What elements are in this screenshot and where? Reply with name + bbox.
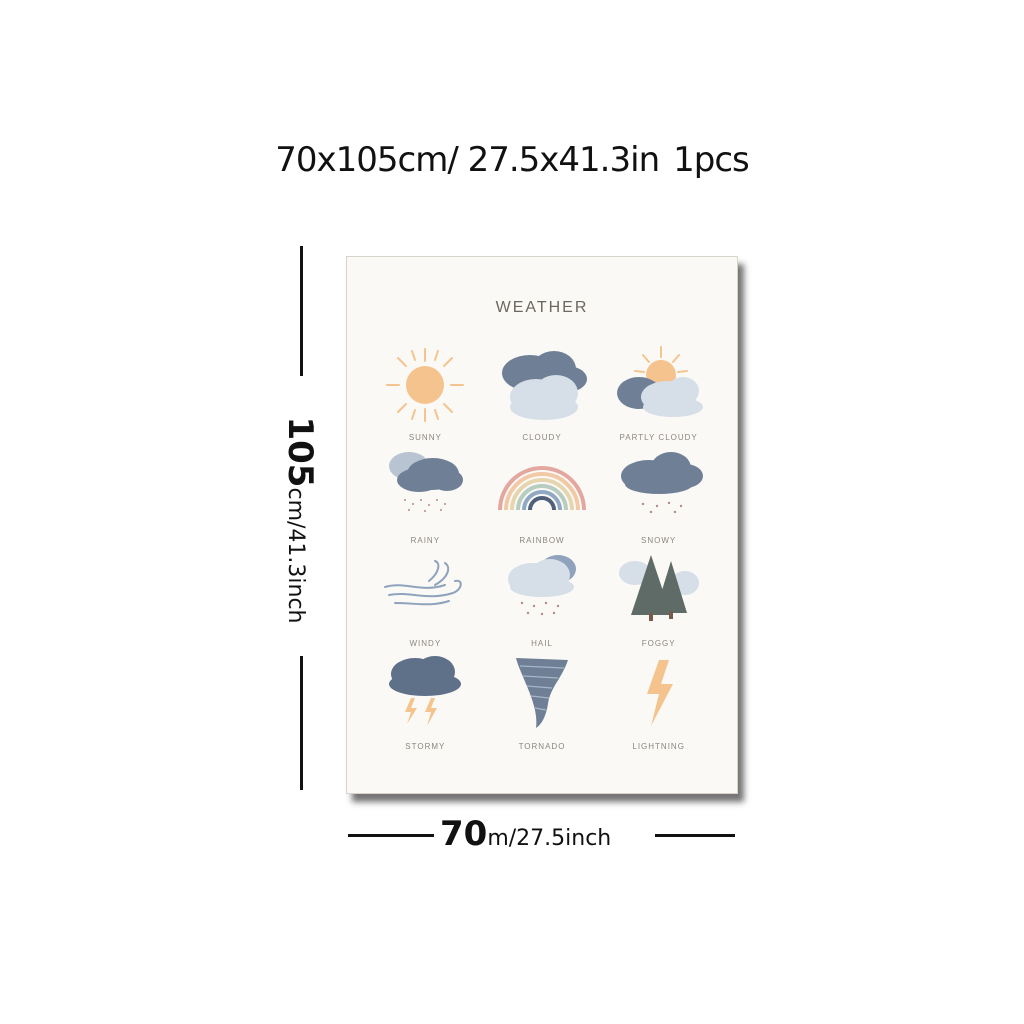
foggy-trees-icon: [618, 555, 699, 621]
weather-item-sunny: SUNNY: [367, 339, 484, 442]
weather-item-lightning: LIGHTNING: [600, 648, 717, 751]
poster-title: WEATHER: [495, 299, 589, 316]
size-title-main: 70x105cm/ 27.5x41.3in: [275, 140, 660, 180]
height-label: 105cm/41.3inch: [270, 380, 330, 660]
tornado-icon: [515, 658, 568, 728]
partly-cloudy-icon: [616, 346, 703, 417]
weather-item-stormy: STORMY: [367, 648, 484, 751]
storm-cloud-icon: [389, 656, 462, 726]
weather-grid: SUNNY CLOUDY: [367, 339, 717, 751]
weather-item-tornado: TORNADO: [484, 648, 601, 751]
weather-item-cloudy: CLOUDY: [484, 339, 601, 442]
weather-label: SUNNY: [408, 433, 442, 442]
weather-item-foggy: FOGGY: [600, 545, 717, 648]
height-label-unit: cm/41.3inch: [283, 487, 308, 624]
width-line-right: [655, 834, 735, 837]
weather-item-snowy: SNOWY: [600, 442, 717, 545]
weather-label: LIGHTNING: [632, 742, 685, 751]
wind-icon: [384, 560, 463, 606]
weather-item-rainbow: RAINBOW: [484, 442, 601, 545]
weather-label: PARTLY CLOUDY: [619, 433, 698, 442]
weather-item-windy: WINDY: [367, 545, 484, 648]
width-label: 70m/27.5inch: [440, 814, 650, 854]
lightning-bolt-icon: [646, 660, 673, 726]
width-label-value: 70: [440, 814, 488, 854]
weather-item-partly-cloudy: PARTLY CLOUDY: [600, 339, 717, 442]
weather-poster: WEATHER SUNNY: [346, 256, 738, 794]
hail-cloud-icon: [507, 555, 576, 616]
cloud-icon: [501, 351, 587, 420]
rainbow-icon: [497, 466, 586, 511]
weather-label: WINDY: [409, 639, 442, 648]
height-label-value: 105: [280, 416, 320, 488]
size-title: 70x105cm/ 27.5x41.3in 1pcs: [0, 140, 1024, 180]
height-line-top: [300, 246, 303, 376]
weather-label: TORNADO: [518, 742, 566, 751]
weather-label: RAINBOW: [519, 536, 565, 545]
weather-label: CLOUDY: [522, 433, 562, 442]
size-title-pcs: 1pcs: [673, 140, 750, 180]
weather-label: FOGGY: [641, 639, 676, 648]
rain-cloud-icon: [389, 452, 464, 512]
weather-label: SNOWY: [641, 536, 677, 545]
weather-item-hail: HAIL: [484, 545, 601, 648]
width-label-unit: m/27.5inch: [487, 826, 612, 851]
weather-label: STORMY: [405, 742, 446, 751]
weather-label: HAIL: [531, 639, 553, 648]
weather-label: RAINY: [410, 536, 441, 545]
snow-cloud-icon: [620, 452, 703, 514]
sun-icon: [386, 348, 465, 422]
height-line-bottom: [300, 656, 303, 790]
weather-item-rainy: RAINY: [367, 442, 484, 545]
width-line-left: [348, 834, 434, 837]
